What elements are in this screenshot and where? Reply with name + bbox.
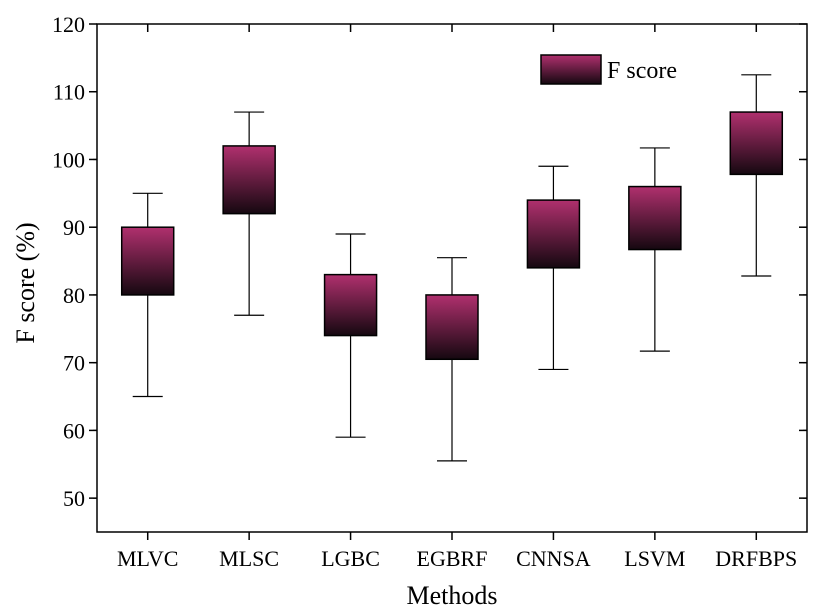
box-lsvm bbox=[628, 147, 682, 352]
plot-area bbox=[120, 74, 784, 462]
y-tick-label: 110 bbox=[53, 80, 85, 105]
axes: 50 60 70 80 90 100 110 120 MLVC MLSC LGBC EGBRF CNNS… bbox=[52, 12, 808, 571]
y-tick-label: 70 bbox=[63, 351, 85, 376]
y-tick-label: 50 bbox=[63, 486, 85, 511]
x-tick-label: LGBC bbox=[321, 546, 380, 571]
box-body bbox=[729, 111, 784, 176]
x-tick-label: MLVC bbox=[117, 546, 179, 571]
x-tick-label: EGBRF bbox=[417, 546, 488, 571]
y-tick-label: 100 bbox=[52, 147, 85, 172]
y-tick-label: 60 bbox=[63, 418, 85, 443]
y-tick-label: 80 bbox=[63, 283, 85, 308]
box-body bbox=[425, 294, 479, 361]
x-tick-label: LSVM bbox=[624, 546, 685, 571]
legend: F score bbox=[540, 54, 677, 85]
x-axis-label: Methods bbox=[407, 581, 498, 610]
box-body bbox=[526, 199, 581, 269]
legend-label: F score bbox=[607, 58, 677, 84]
box-cnnsa bbox=[526, 165, 581, 371]
box-body bbox=[323, 273, 378, 337]
legend-swatch bbox=[540, 54, 602, 85]
x-tick-label: DRFBPS bbox=[715, 546, 797, 571]
box-body bbox=[628, 185, 682, 251]
box-body bbox=[222, 145, 276, 215]
x-tick-label: CNNSA bbox=[516, 546, 591, 571]
box-body bbox=[120, 226, 175, 296]
x-tick-label: MLSC bbox=[219, 546, 279, 571]
box-drfbps bbox=[729, 74, 784, 277]
box-egbrf bbox=[425, 257, 479, 462]
y-axis-label: F score (%) bbox=[11, 222, 40, 343]
box-lgbc bbox=[323, 233, 378, 438]
y-tick-label: 90 bbox=[63, 215, 85, 240]
box-mlsc bbox=[222, 111, 276, 316]
y-tick-label: 120 bbox=[52, 12, 85, 37]
box-mlvc bbox=[120, 192, 175, 398]
